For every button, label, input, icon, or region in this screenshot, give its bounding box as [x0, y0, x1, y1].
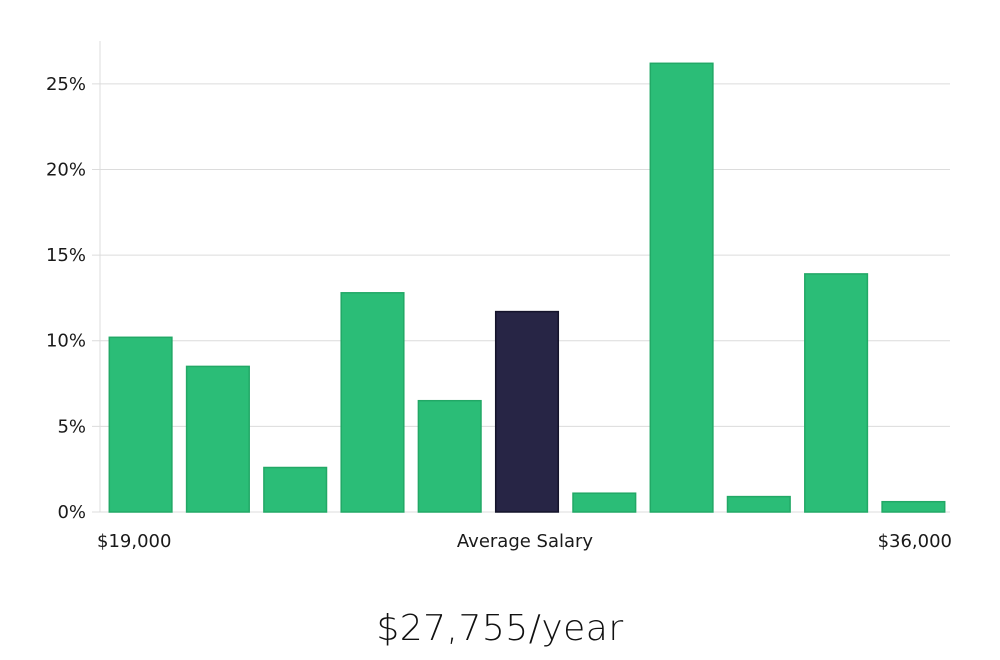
y-tick-label: 5% [57, 416, 86, 437]
x-center-label: Average Salary [457, 531, 594, 552]
bar [881, 500, 946, 513]
y-tick-label: 10% [46, 331, 86, 352]
bars [108, 62, 946, 513]
y-axis-ticks: 0% 5% 10% 15% 20% 25% [46, 74, 86, 523]
bar [804, 273, 869, 513]
bar [185, 365, 250, 513]
y-tick-label: 20% [46, 159, 86, 180]
salary-distribution-chart: 0% 5% 10% 15% 20% 25% $19,000 Average Salary … [46, 41, 952, 552]
bar [572, 492, 637, 513]
bar [263, 466, 328, 513]
y-tick-label: 25% [46, 74, 86, 95]
x-axis-labels: $19,000 Average Salary $36,000 [97, 531, 952, 552]
bar [649, 62, 714, 513]
average-salary-headline: $27,755/year [376, 608, 624, 649]
bar [108, 336, 173, 513]
x-max-label: $36,000 [878, 531, 952, 552]
bar [726, 495, 791, 513]
bar-average-salary [494, 310, 560, 513]
y-tick-label: 15% [46, 245, 86, 266]
bar [340, 292, 405, 513]
x-min-label: $19,000 [97, 531, 171, 552]
bar [417, 399, 482, 513]
y-tick-label: 0% [57, 502, 86, 523]
